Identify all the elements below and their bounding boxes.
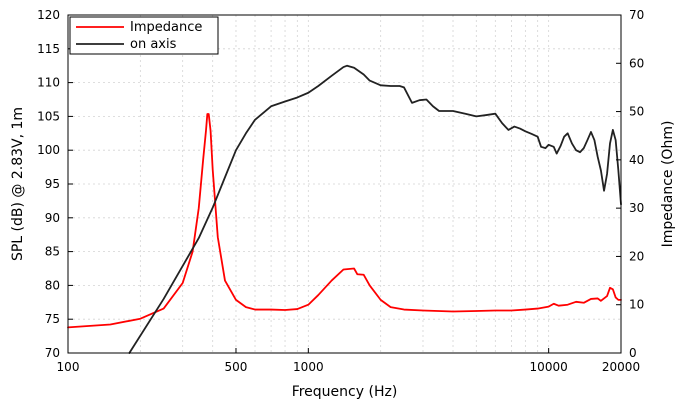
x-tick-label: 100 [57,360,80,374]
y-left-tick-label: 100 [37,143,60,157]
y-right-tick-label: 10 [629,298,644,312]
y-right-tick-label: 60 [629,56,644,70]
y-right-axis-title: Impedance (Ohm) [660,121,676,248]
y-left-tick-label: 105 [37,109,60,123]
series-lines [67,64,622,354]
x-tick-label: 500 [225,360,248,374]
legend-label-impedance: Impedance [130,20,202,35]
y-right-axis-ticks: 0 10 20 30 40 50 60 70 [616,8,644,360]
x-axis-title: Frequency (Hz) [292,384,398,400]
gridlines [68,15,621,353]
x-tick-label: 1000 [293,360,324,374]
y-left-tick-label: 120 [37,8,60,22]
y-left-axis-title: SPL (dB) @ 2.83V, 1m [10,107,26,261]
legend-label-on-axis: on axis [130,37,177,52]
y-left-tick-label: 75 [45,312,60,326]
x-tick-label: 10000 [530,360,568,374]
legend: Impedance on axis [69,16,219,55]
y-right-tick-label: 20 [629,249,644,263]
y-right-tick-label: 0 [629,346,637,360]
y-left-tick-label: 95 [45,177,60,191]
y-left-tick-label: 85 [45,245,60,259]
y-left-axis-ticks: 70 75 80 85 90 95 100 105 110 115 120 [37,8,73,360]
y-left-tick-label: 115 [37,42,60,56]
y-right-tick-label: 40 [629,153,644,167]
y-right-tick-label: 50 [629,105,644,119]
y-right-tick-label: 30 [629,201,644,215]
y-left-tick-label: 90 [45,211,60,225]
y-right-tick-label: 70 [629,8,644,22]
y-left-tick-label: 80 [45,278,60,292]
y-left-tick-label: 70 [45,346,60,360]
x-tick-label: 20000 [602,360,640,374]
series-line-impedance [67,113,622,329]
x-axis-ticks: 100 500 1000 10000 20000 [57,348,640,374]
y-left-tick-label: 110 [37,76,60,90]
legend-box [69,16,219,55]
series-line-on-axis [128,64,622,354]
